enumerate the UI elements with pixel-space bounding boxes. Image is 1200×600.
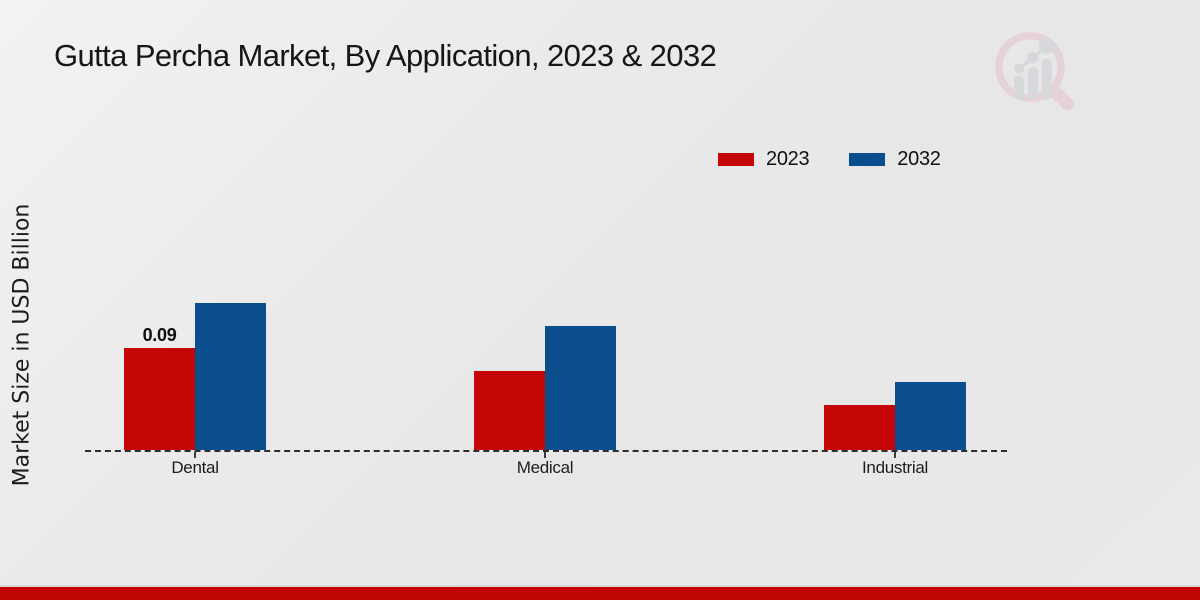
y-axis-label: Market Size in USD Billion — [9, 203, 35, 487]
bar-industrial-2023 — [824, 405, 895, 450]
x-axis-tick-medical — [544, 452, 546, 458]
footer-red-bar — [0, 587, 1200, 600]
x-axis-label-medical: Medical — [516, 458, 574, 477]
bar-dental-2032 — [195, 303, 266, 450]
bar-dental-2023 — [124, 348, 195, 450]
legend-swatch-2023 — [718, 153, 754, 166]
legend-swatch-2032 — [849, 153, 886, 166]
data-label-dental-2023: 0.09 — [142, 325, 177, 345]
legend-item-2032: 2032 — [849, 148, 941, 171]
x-axis-baseline — [85, 450, 1007, 452]
x-axis-tick-industrial — [894, 452, 896, 458]
bar-industrial-2032 — [895, 382, 966, 450]
x-axis-tick-dental — [194, 452, 196, 458]
legend-label-2023: 2023 — [766, 148, 810, 170]
legend-item-2023: 2023 — [718, 148, 810, 171]
bar-medical-2023 — [474, 371, 545, 450]
legend: 2023 2032 — [718, 148, 941, 171]
legend-label-2032: 2032 — [897, 148, 941, 170]
bar-medical-2032 — [545, 326, 616, 450]
footer-divider — [0, 585, 1200, 587]
magnifier-bar-chart-logo-icon — [995, 32, 1075, 111]
x-axis-label-industrial: Industrial — [862, 458, 928, 477]
x-axis-label-dental: Dental — [171, 458, 219, 477]
chart-title: Gutta Percha Market, By Application, 202… — [54, 38, 717, 73]
